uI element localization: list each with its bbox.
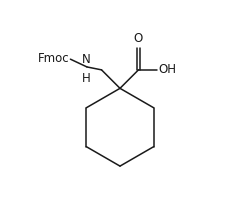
Text: O: O	[134, 32, 143, 45]
Text: Fmoc: Fmoc	[38, 52, 69, 65]
Text: OH: OH	[158, 63, 176, 76]
Text: H: H	[82, 72, 90, 85]
Text: N: N	[82, 53, 90, 66]
